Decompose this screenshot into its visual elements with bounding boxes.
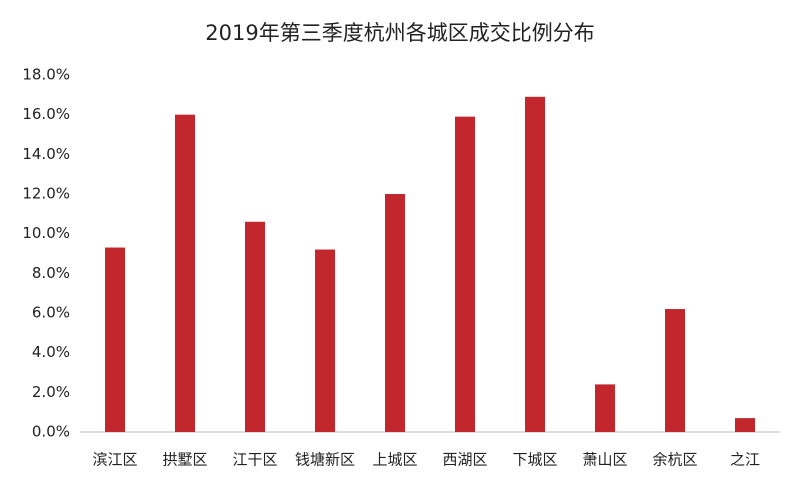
x-tick-label: 之江: [730, 451, 760, 469]
y-tick-label: 10.0%: [22, 224, 70, 242]
x-tick-label: 下城区: [512, 451, 557, 469]
bar: [245, 221, 265, 432]
bar: [665, 309, 685, 432]
bar: [735, 418, 755, 432]
bar: [105, 247, 125, 432]
x-tick-label: 上城区: [372, 451, 417, 469]
chart-title: 2019年第三季度杭州各城区成交比例分布: [205, 21, 594, 45]
x-tick-label: 拱墅区: [162, 451, 207, 469]
y-tick-label: 8.0%: [32, 264, 70, 282]
x-tick-label: 萧山区: [582, 451, 627, 469]
x-tick-label: 江干区: [232, 451, 277, 469]
y-tick-label: 0.0%: [32, 423, 70, 441]
y-tick-label: 6.0%: [32, 304, 70, 322]
y-tick-label: 4.0%: [32, 343, 70, 361]
x-tick-label: 西湖区: [442, 451, 487, 469]
bar: [315, 249, 335, 432]
y-tick-label: 12.0%: [22, 185, 70, 203]
y-tick-label: 2.0%: [32, 383, 70, 401]
x-tick-label: 滨江区: [92, 451, 137, 469]
bar: [175, 114, 195, 433]
y-tick-label: 16.0%: [22, 105, 70, 123]
bar: [385, 194, 405, 432]
x-tick-label: 余杭区: [652, 451, 697, 469]
y-tick-label: 18.0%: [22, 66, 70, 84]
bar: [595, 384, 615, 432]
bar: [525, 96, 545, 433]
x-tick-label: 钱塘新区: [295, 451, 355, 469]
bar: [455, 116, 475, 433]
y-tick-label: 14.0%: [22, 145, 70, 163]
